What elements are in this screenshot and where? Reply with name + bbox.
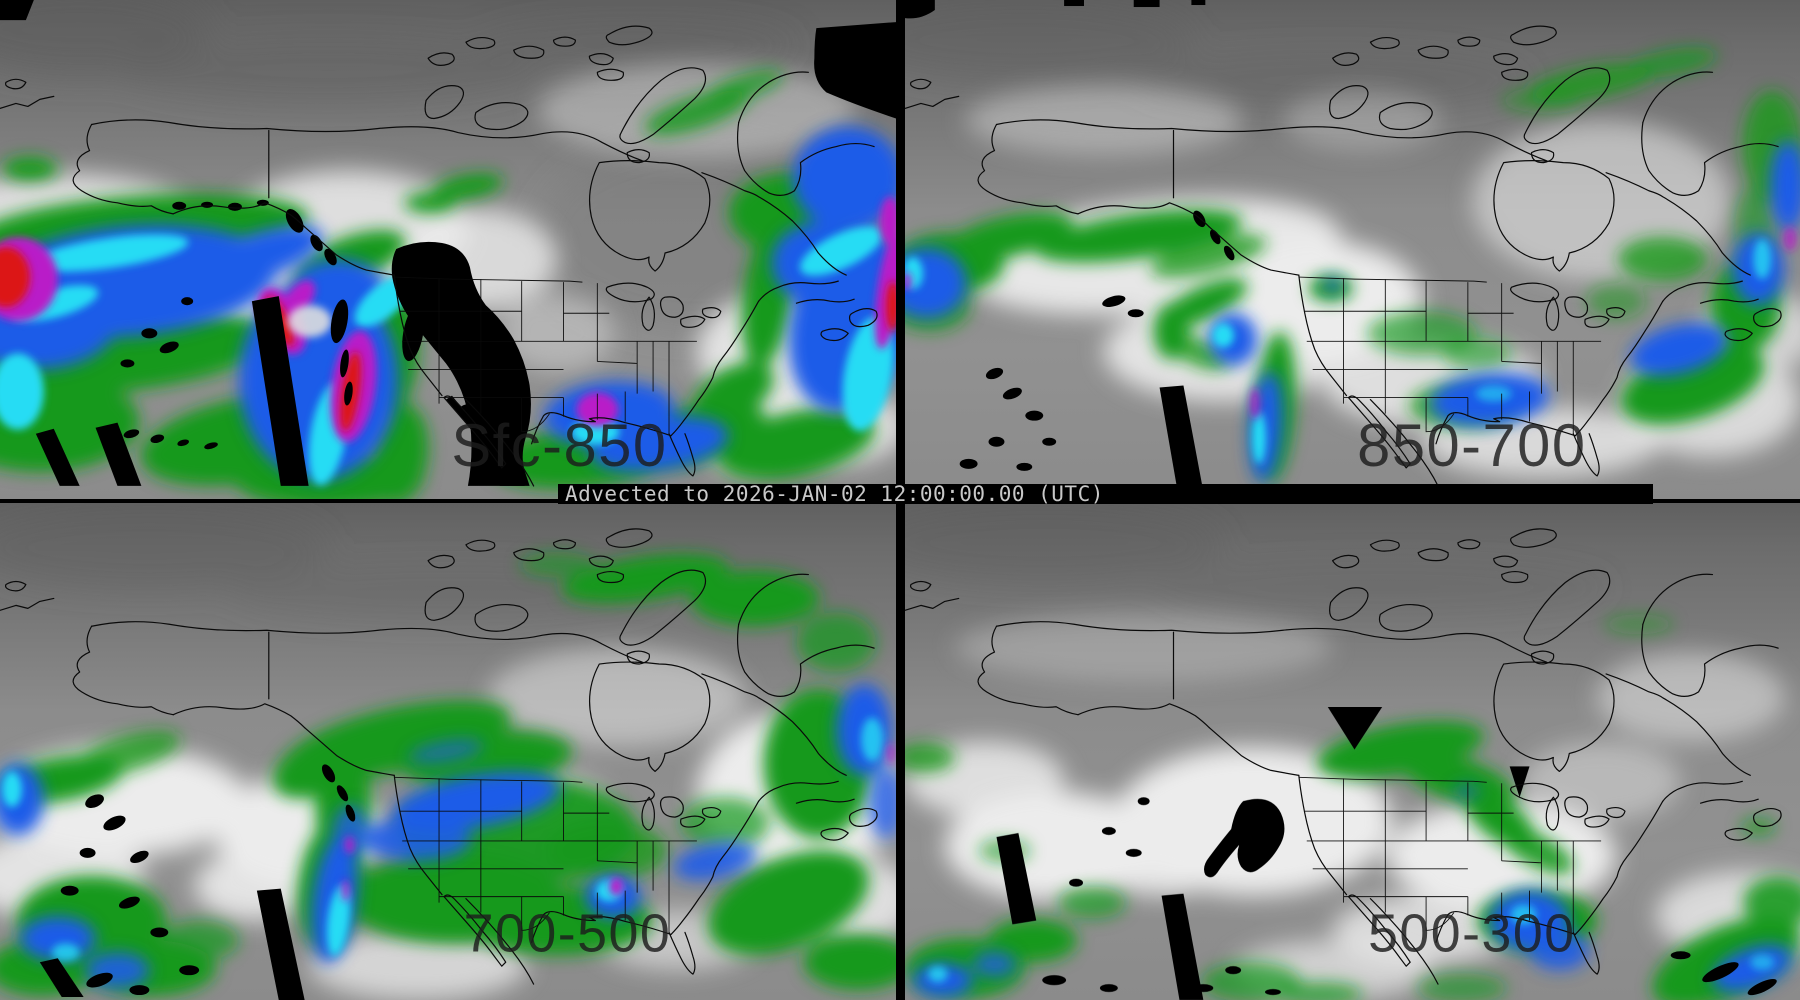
panel-850-700: 850-700 (905, 0, 1800, 502)
advection-timestamp-banner: Advected to 2026-JAN-02 12:00:00.00 (UTC… (558, 484, 1653, 504)
moisture-magenta-layer (905, 226, 1798, 420)
no-data-layer (905, 0, 1235, 502)
panel-700-500: 700-500 (0, 503, 896, 1000)
arctic-shade-layer (0, 505, 668, 621)
moisture-magenta-layer (341, 742, 896, 902)
panel-label: 700-500 (464, 903, 672, 963)
no-data-layer (39, 764, 356, 1000)
arctic-shade-layer (905, 0, 1532, 111)
moisture-cyan-layer (927, 904, 1775, 983)
moisture-cyan-layer (1, 717, 884, 962)
arctic-shade-layer (905, 503, 1612, 614)
panel-sfc-850: Sfc-850 (0, 0, 896, 502)
panel-500-300: 500-300 (905, 503, 1800, 1000)
panel-label: 500-300 (1368, 903, 1575, 963)
vortex-core-cloud (287, 305, 332, 338)
panel-label: Sfc-850 (451, 412, 667, 479)
no-data-layer (996, 706, 1777, 1000)
no-data-layer (0, 0, 896, 486)
cloud-layer (905, 612, 1800, 1000)
panel-label: 850-700 (1357, 412, 1586, 479)
